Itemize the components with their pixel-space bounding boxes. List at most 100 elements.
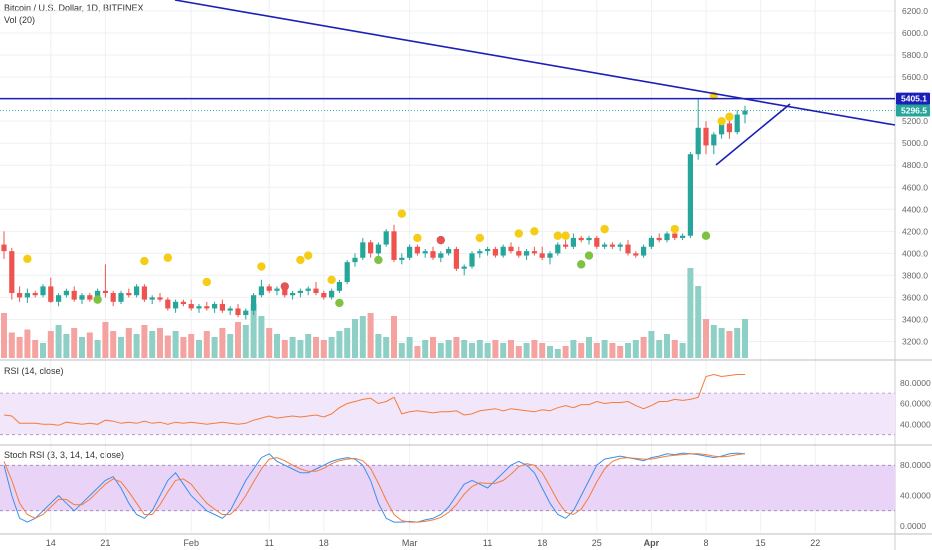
signal-dot-yellow [140,256,149,266]
signal-dot-yellow [475,233,484,243]
signal-dot-yellow [23,254,32,264]
signal-dot-green [701,231,711,240]
candle-body [297,290,303,294]
candle-body [469,253,475,267]
price-tick-label: 6000.0 [902,28,928,38]
volume-bar [133,334,140,358]
price-tick-label: 5800.0 [902,50,928,60]
rsi-tick-label: 80.0000 [900,378,931,388]
volume-bar [196,340,202,358]
candle-body [672,233,678,238]
time-tick-label: 8 [703,538,708,548]
candle-body [95,290,101,300]
volume-bar [430,337,436,358]
candle-body [258,286,264,296]
volume-bar [297,340,304,358]
volume-bar [492,340,499,358]
volume-bar [1,313,7,358]
volume-bar [687,268,694,358]
volume-bar [469,343,475,358]
volume-bar [671,340,678,358]
candle-body [126,293,132,296]
candle-body [40,286,46,296]
volume-bar [71,328,78,358]
volume-bar [320,340,327,358]
candle-body [570,237,576,247]
candle-body [407,246,413,258]
candle-body [196,306,202,309]
candle-body [656,237,662,241]
volume-bar [211,337,218,358]
volume-bar [586,337,592,358]
price-tick-label: 5600.0 [902,72,928,82]
volume-bar [726,331,733,358]
volume-bar [391,316,397,358]
signal-dot-yellow [413,233,422,243]
candle-body [375,244,381,254]
volume-bar [453,337,460,358]
trend-lines [0,0,896,166]
candle-body [204,306,210,309]
last-price-tag-bg [896,104,930,117]
time-tick-label: 18 [537,538,547,548]
candle-body [383,231,389,245]
volume-bar [8,332,15,358]
volume-bar [157,328,163,358]
volume-bar [640,337,647,358]
rsi-pane [3,373,745,426]
candle-body [157,297,163,300]
volume-bar [188,334,195,358]
volume-bar [710,325,717,358]
candle-body [305,288,311,291]
signal-dot-green [335,298,344,308]
candle-body [500,246,506,256]
stoch-tick-label: 80.0000 [900,460,931,470]
candle-body [274,288,280,291]
volume-bar [328,337,335,358]
volume-bar [547,346,553,358]
volume-bar [242,325,249,358]
volume-bar [172,331,179,358]
price-tick-label: 5200.0 [902,116,928,126]
candle-body [329,290,335,298]
candle-body [641,246,647,256]
time-tick-label: Apr [644,538,660,548]
volume-bar [40,343,46,358]
rsi-line [3,373,745,426]
volume-bar [476,340,483,358]
volume-bar [703,319,709,358]
volume-bar [203,331,210,358]
candle-body [17,293,23,298]
volume-bar [656,340,663,358]
chart-header: Bitcoin / U.S. Dollar, 1D, BITFINEX Vol … [4,3,144,26]
candle-body [680,235,686,238]
candles [1,99,748,320]
volume-bar [94,340,101,358]
signal-dot-yellow [725,112,734,121]
candle-body [391,231,397,260]
candle-body [617,244,623,247]
volume-bar [32,340,39,358]
volume-bar [617,346,624,358]
candle-body [188,304,194,309]
volume-bar [648,331,655,358]
time-tick-label: Feb [183,538,199,548]
candle-body [87,295,93,300]
volume-bar [305,334,312,358]
volume-bar [164,335,171,358]
indicator-bands [0,392,895,512]
signal-dot-yellow [304,251,313,260]
candle-body [9,251,15,294]
volume-bar [250,304,257,358]
candle-body [547,253,553,258]
candle-body [282,288,288,296]
signal-dot-yellow [553,231,562,240]
volume-bar [515,346,522,358]
candle-body [446,248,452,254]
candle-body [336,281,342,291]
candle-body [726,123,732,133]
signal-dot-red [436,235,445,245]
volume-bar [125,328,132,358]
stoch-k-line [3,452,746,523]
last-price-tag: 5296.5 [901,106,927,116]
